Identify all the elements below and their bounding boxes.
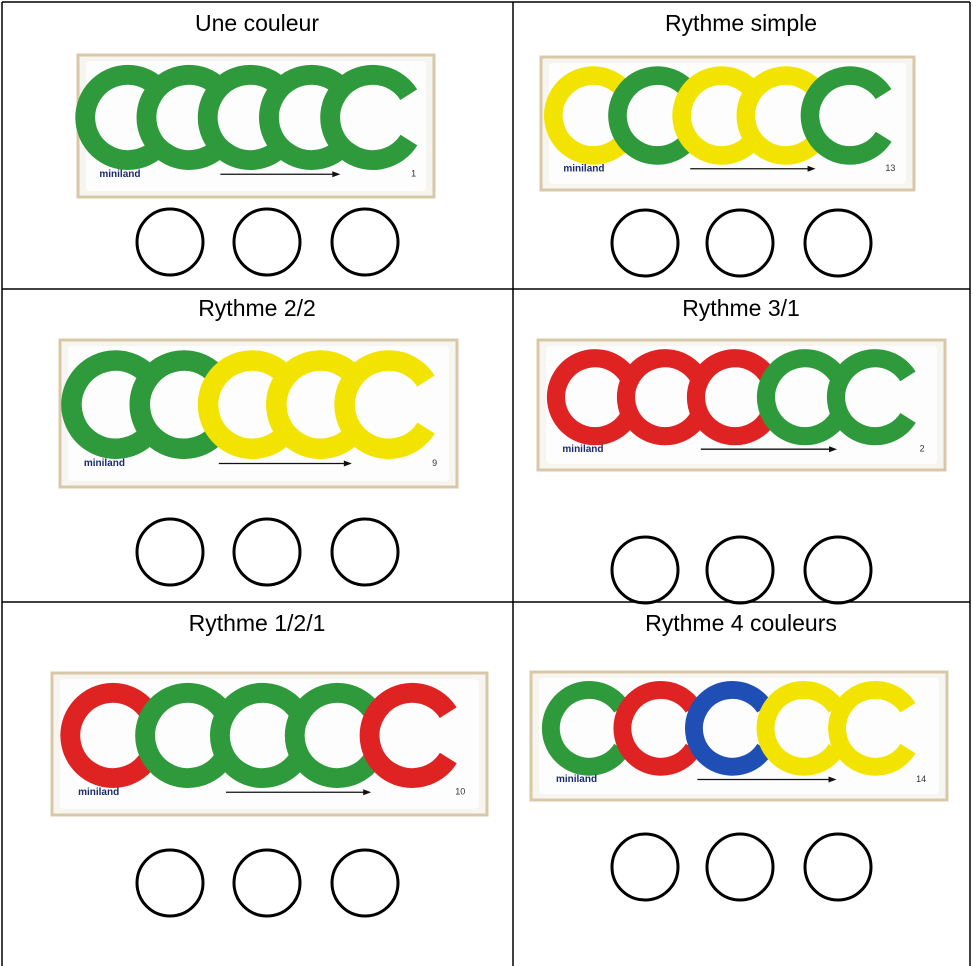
answer-circle	[135, 848, 205, 918]
pattern-card: miniland 10	[50, 671, 489, 817]
answer-circle	[705, 208, 775, 278]
ring	[136, 64, 242, 171]
brand-logo: miniland	[562, 444, 603, 455]
answer-circle	[705, 832, 775, 902]
answer-circle	[330, 517, 400, 587]
answer-circle	[803, 832, 873, 902]
ring	[258, 64, 365, 171]
pattern-card: miniland 2	[536, 338, 947, 472]
ring	[60, 682, 166, 789]
cell-title: Rythme 3/1	[682, 295, 800, 321]
answer-circle	[803, 208, 873, 278]
answer-circle	[232, 517, 302, 587]
ring	[826, 349, 924, 446]
pattern-card: miniland 1	[75, 53, 436, 199]
answer-circle	[610, 535, 680, 605]
brand-logo: miniland	[99, 169, 140, 180]
ring	[334, 350, 444, 460]
arrow-head	[332, 171, 341, 178]
ring	[320, 64, 426, 171]
card-number: 9	[432, 458, 437, 468]
card-number: 14	[916, 774, 926, 784]
answer-circle	[610, 832, 680, 902]
answer-circle	[610, 208, 680, 278]
ring	[197, 64, 303, 171]
answer-circle	[705, 535, 775, 605]
cell-title: Rythme 1/2/1	[189, 610, 326, 636]
card-number: 13	[885, 163, 895, 173]
brand-logo: miniland	[556, 774, 597, 785]
pattern-card: miniland 13	[539, 55, 916, 192]
ring	[284, 682, 390, 789]
answer-circle	[232, 207, 302, 277]
answer-circle	[330, 207, 400, 277]
brand-logo: miniland	[563, 163, 604, 174]
ring	[75, 64, 181, 171]
ring	[359, 682, 465, 789]
cell-title: Rythme 2/2	[198, 295, 316, 321]
arrow-head	[343, 460, 352, 467]
cell-title: Une couleur	[195, 10, 319, 36]
answer-circle	[803, 535, 873, 605]
card-number: 1	[411, 169, 416, 179]
card-number: 10	[455, 787, 465, 797]
ring	[135, 682, 241, 789]
answer-circle	[232, 848, 302, 918]
arrow-head	[829, 446, 838, 453]
answer-circle	[135, 207, 205, 277]
pattern-card: miniland 9	[58, 338, 459, 489]
arrow-head	[807, 165, 816, 172]
ring	[800, 66, 900, 165]
arrow-head	[828, 776, 837, 783]
answer-circle	[330, 848, 400, 918]
brand-logo: miniland	[84, 458, 125, 469]
ring	[210, 682, 316, 789]
arrow-head	[363, 789, 372, 796]
card-number: 2	[920, 444, 925, 454]
pattern-card: miniland 14	[529, 670, 949, 802]
brand-logo: miniland	[78, 787, 119, 798]
cell-title: Rythme 4 couleurs	[645, 610, 837, 636]
cell-title: Rythme simple	[665, 10, 817, 36]
answer-circle	[135, 517, 205, 587]
